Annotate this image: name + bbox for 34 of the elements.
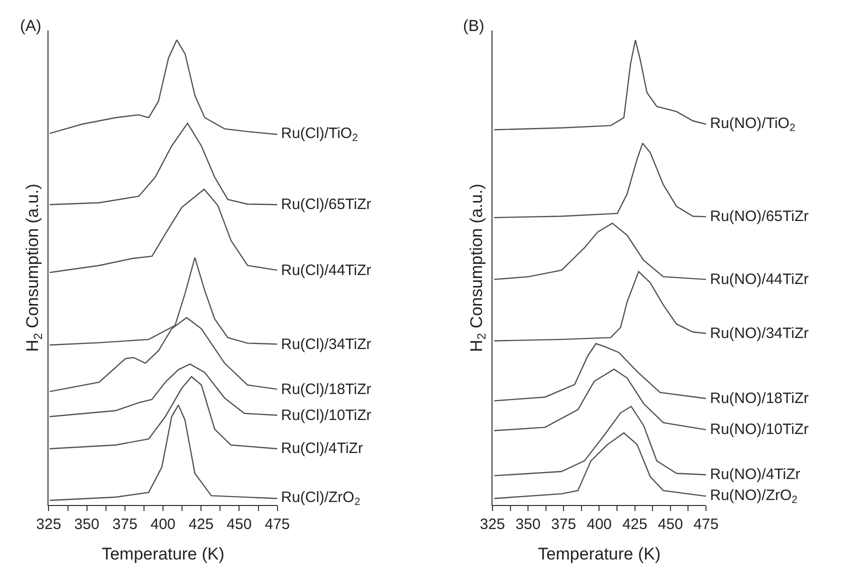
x-tick-label: 400 <box>586 516 612 533</box>
series-label: Ru(Cl)/65TiZr <box>281 196 372 213</box>
series-label: Ru(Cl)/18TiZr <box>281 381 372 398</box>
series-label: Ru(Cl)/TiO$_{2}$ <box>281 125 358 144</box>
x-axis-title: Temperature (K) <box>538 544 661 564</box>
series-label: Ru(NO)/65TiZr <box>710 208 809 225</box>
x-tick-label: 400 <box>150 516 176 533</box>
x-tick-label: 350 <box>516 516 541 533</box>
x-tick-label: 475 <box>694 516 719 533</box>
series-label: Ru(Cl)/10TiZr <box>281 407 372 424</box>
series-label: Ru(Cl)/34TiZr <box>281 336 372 353</box>
x-tick-label: 450 <box>658 516 683 533</box>
x-tick-label: 325 <box>36 516 62 533</box>
x-tick-label: 425 <box>622 516 648 533</box>
chart-title: (A) <box>20 18 42 35</box>
series-label: Ru(NO)/44TiZr <box>710 271 809 288</box>
x-tick-label: 475 <box>264 516 290 533</box>
series-label: Ru(NO)/4TiZr <box>710 466 800 483</box>
chart-title: (B) <box>463 18 484 35</box>
x-tick-label: 350 <box>74 516 100 533</box>
x-tick-label: 375 <box>112 516 138 533</box>
series-label: Ru(Cl)/ZrO$_{2}$ <box>281 489 360 508</box>
series-label: Ru(Cl)/4TiZr <box>281 440 363 457</box>
x-tick-label: 325 <box>480 516 505 533</box>
x-axis-title: Temperature (K) <box>102 544 224 564</box>
x-tick-label: 425 <box>188 516 214 533</box>
x-tick-label: 375 <box>551 516 576 533</box>
series-label: Ru(NO)/10TiZr <box>710 421 809 438</box>
series-label: Ru(Cl)/44TiZr <box>281 262 372 279</box>
series-label: Ru(NO)/18TiZr <box>710 390 809 407</box>
series-label: Ru(NO)/TiO$_{2}$ <box>710 115 796 134</box>
series-label: Ru(NO)/34TiZr <box>710 325 809 342</box>
x-tick-label: 450 <box>226 516 252 533</box>
series-label: Ru(NO)/ZrO$_{2}$ <box>710 487 798 506</box>
